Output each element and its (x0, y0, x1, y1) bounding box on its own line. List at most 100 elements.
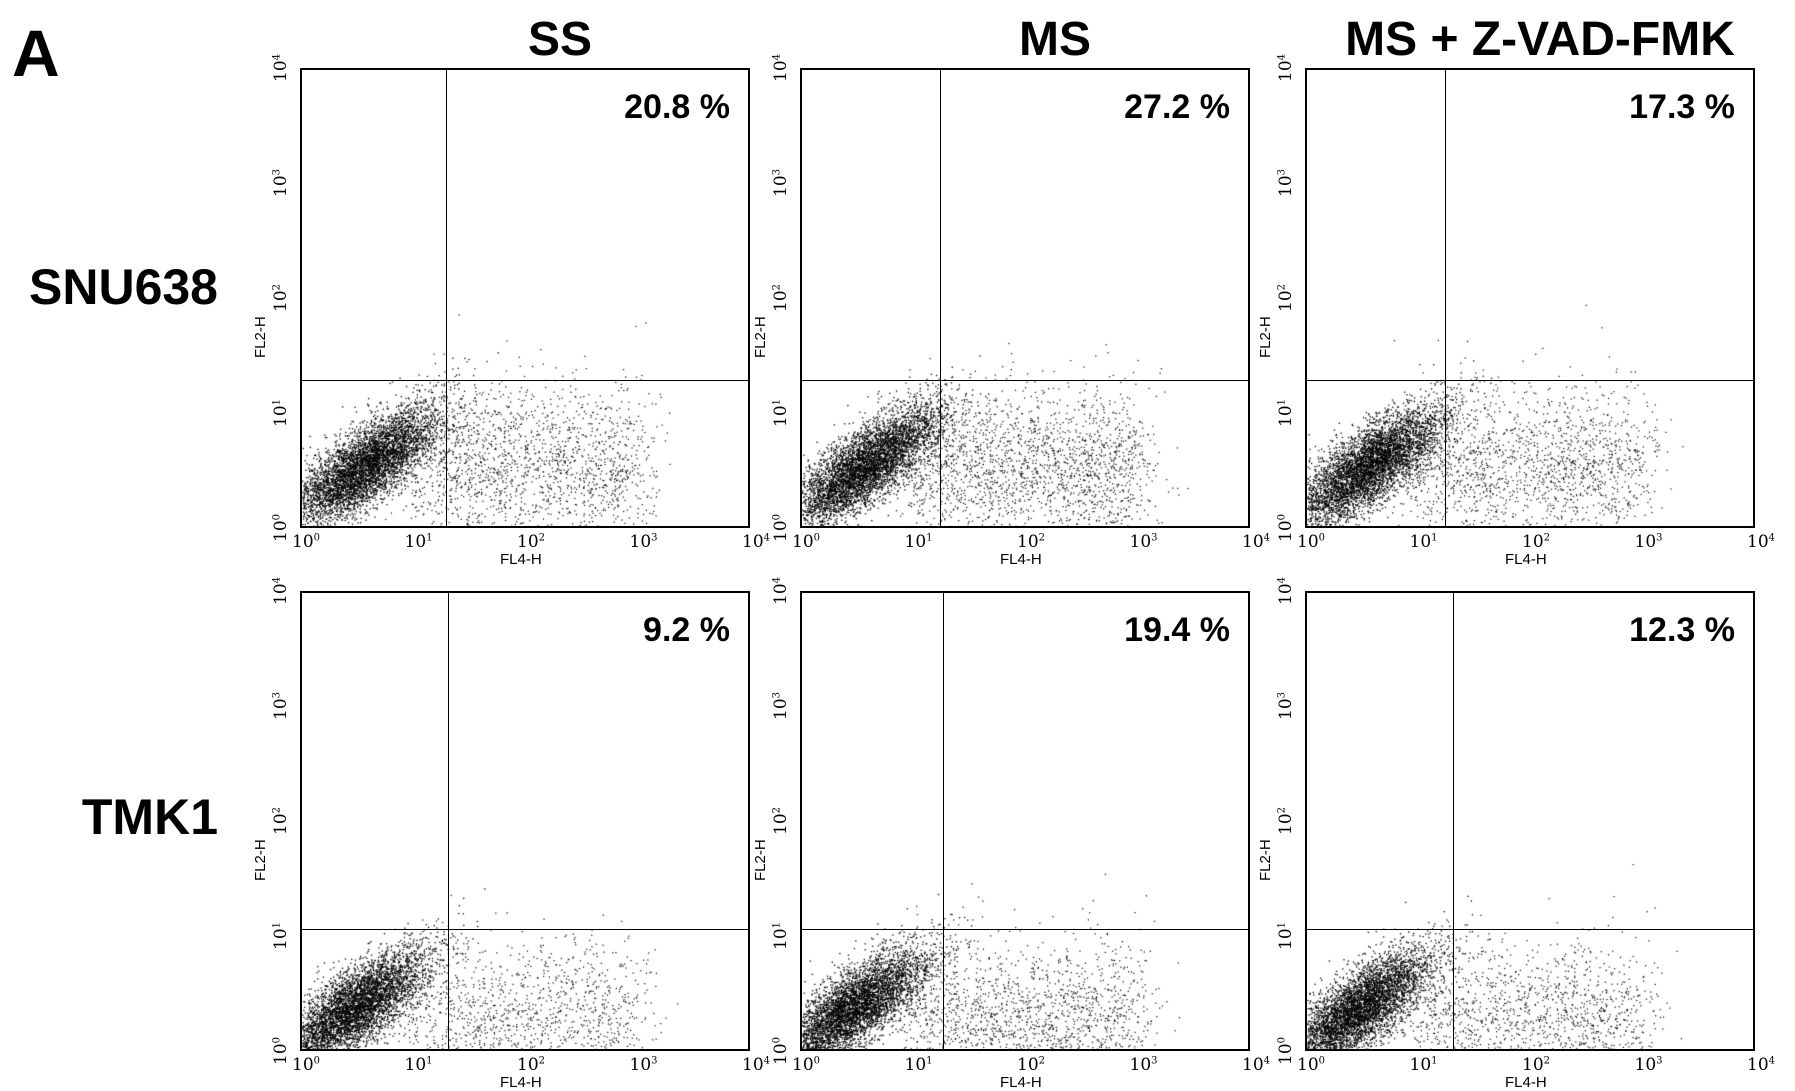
x-tick-label: 104 (742, 1054, 771, 1075)
x-tick-label: 103 (1129, 531, 1158, 552)
row-title-snu638: SNU638 (29, 259, 218, 315)
quadrant-percentage: 27.2 % (1124, 88, 1230, 126)
column-title-ms-zvad: MS + Z-VAD-FMK (1345, 13, 1735, 66)
x-tick-label: 101 (1409, 531, 1438, 552)
y-tick-label: 101 (270, 921, 291, 950)
quadrant-gate-horizontal (1307, 380, 1753, 382)
quadrant-gate-vertical (1445, 70, 1447, 526)
event-dots (802, 70, 1248, 526)
x-tick-label: 101 (1409, 1054, 1438, 1075)
x-tick-label: 100 (1297, 531, 1326, 552)
column-title-ms: MS (1019, 13, 1091, 66)
y-axis-label: FL2-H (1257, 316, 1274, 358)
y-tick-label: 100 (770, 513, 791, 542)
quadrant-gate-horizontal (1307, 928, 1753, 930)
quadrant-percentage: 17.3 % (1629, 88, 1735, 126)
y-axis-label: FL2-H (752, 316, 769, 358)
y-tick-label: 102 (770, 806, 791, 835)
y-tick-label: 101 (1275, 398, 1296, 427)
x-tick-label: 101 (404, 1054, 433, 1075)
y-axis-label: FL2-H (752, 839, 769, 881)
x-axis-label: FL4-H (500, 551, 542, 568)
x-tick-label: 101 (904, 1054, 933, 1075)
y-tick-label: 104 (1275, 53, 1296, 82)
y-tick-label: 103 (270, 691, 291, 720)
y-tick-label: 102 (1275, 806, 1296, 835)
event-dots (802, 593, 1248, 1049)
quadrant-gate-horizontal (302, 380, 748, 382)
x-axis-label: FL4-H (500, 1074, 542, 1091)
event-dots (1307, 593, 1753, 1049)
x-tick-label: 100 (1297, 1054, 1326, 1075)
event-dots (302, 70, 748, 526)
x-tick-label: 104 (1747, 1054, 1776, 1075)
y-tick-label: 102 (770, 283, 791, 312)
quadrant-gate-horizontal (802, 380, 1248, 382)
y-tick-label: 100 (1275, 1036, 1296, 1065)
y-tick-label: 101 (770, 921, 791, 950)
quadrant-gate-horizontal (302, 928, 748, 930)
x-tick-label: 104 (1747, 531, 1776, 552)
y-tick-label: 103 (1275, 691, 1296, 720)
x-tick-label: 103 (1634, 531, 1663, 552)
y-tick-label: 102 (270, 283, 291, 312)
y-axis-label: FL2-H (1257, 839, 1274, 881)
quadrant-gate-vertical (1453, 593, 1455, 1049)
quadrant-gate-vertical (943, 593, 945, 1049)
x-tick-label: 103 (1634, 1054, 1663, 1075)
y-tick-label: 103 (770, 691, 791, 720)
y-tick-label: 102 (270, 806, 291, 835)
quadrant-percentage: 19.4 % (1124, 611, 1230, 649)
y-tick-label: 100 (270, 513, 291, 542)
quadrant-percentage: 9.2 % (643, 611, 730, 649)
flow-plot-6: 12.3 % (1305, 591, 1755, 1051)
column-title-ss: SS (527, 13, 593, 66)
flow-plot-2: 27.2 % (800, 68, 1250, 528)
x-axis-label: FL4-H (1000, 1074, 1042, 1091)
x-tick-label: 100 (792, 531, 821, 552)
y-axis-label: FL2-H (252, 316, 269, 358)
y-tick-label: 101 (770, 398, 791, 427)
quadrant-gate-horizontal (802, 928, 1248, 930)
y-tick-label: 101 (270, 398, 291, 427)
x-tick-label: 102 (1522, 531, 1551, 552)
flow-plot-1: 20.8 % (300, 68, 750, 528)
x-tick-label: 102 (517, 1054, 546, 1075)
quadrant-percentage: 20.8 % (624, 88, 730, 126)
x-axis-label: FL4-H (1505, 1074, 1547, 1091)
quadrant-gate-vertical (445, 70, 447, 526)
y-tick-label: 104 (1275, 576, 1296, 605)
flow-plot-5: 19.4 % (800, 591, 1250, 1051)
x-tick-label: 102 (1017, 1054, 1046, 1075)
x-tick-label: 103 (629, 531, 658, 552)
x-tick-label: 103 (629, 1054, 658, 1075)
x-tick-label: 102 (1017, 531, 1046, 552)
flow-plot-4: 9.2 % (300, 591, 750, 1051)
y-tick-label: 104 (270, 576, 291, 605)
x-tick-label: 104 (742, 531, 771, 552)
x-tick-label: 104 (1242, 1054, 1271, 1075)
y-tick-label: 104 (270, 53, 291, 82)
quadrant-gate-vertical (940, 70, 942, 526)
flow-plot-3: 17.3 % (1305, 68, 1755, 528)
x-tick-label: 103 (1129, 1054, 1158, 1075)
y-tick-label: 103 (1275, 168, 1296, 197)
y-axis-label: FL2-H (252, 839, 269, 881)
y-tick-label: 104 (770, 53, 791, 82)
panel-label: A (12, 16, 60, 90)
row-title-tmk1: TMK1 (81, 789, 218, 845)
quadrant-gate-vertical (448, 593, 450, 1049)
y-tick-label: 100 (270, 1036, 291, 1065)
y-tick-label: 101 (1275, 921, 1296, 950)
x-tick-label: 100 (292, 1054, 321, 1075)
y-tick-label: 103 (770, 168, 791, 197)
x-axis-label: FL4-H (1000, 551, 1042, 568)
y-tick-label: 100 (1275, 513, 1296, 542)
x-tick-label: 101 (904, 531, 933, 552)
x-tick-label: 100 (792, 1054, 821, 1075)
x-tick-label: 101 (404, 531, 433, 552)
quadrant-percentage: 12.3 % (1629, 611, 1735, 649)
x-tick-label: 102 (517, 531, 546, 552)
y-tick-label: 104 (770, 576, 791, 605)
x-tick-label: 102 (1522, 1054, 1551, 1075)
